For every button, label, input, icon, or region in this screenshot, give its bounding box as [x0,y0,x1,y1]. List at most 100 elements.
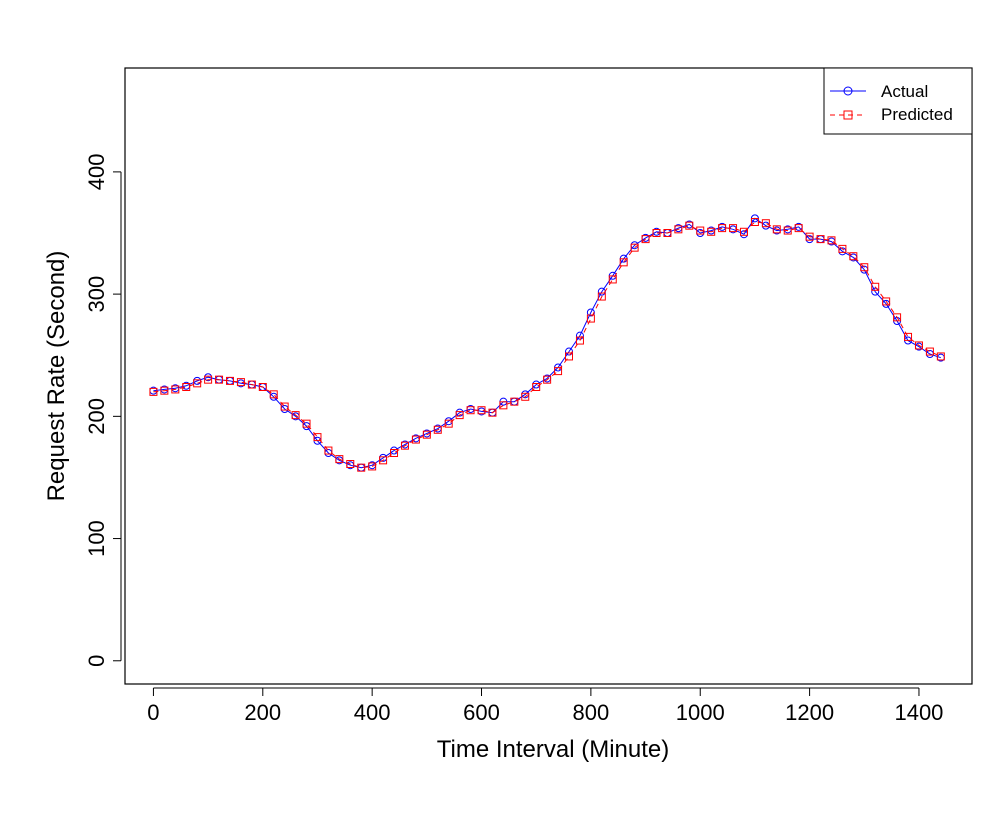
point-predicted [849,252,858,261]
point-predicted [171,385,180,394]
point-predicted [215,375,224,384]
point-predicted [455,411,464,420]
point-predicted [860,263,869,272]
point-predicted [882,297,891,306]
point-predicted [488,408,497,417]
point-predicted [707,227,716,236]
point-predicted [739,227,748,236]
x-tick-label: 0 [147,700,159,725]
point-predicted [565,352,574,361]
x-tick-label: 1000 [676,700,725,725]
legend-predicted-marker [843,110,853,120]
point-predicted [532,383,541,391]
point-predicted [313,433,322,442]
point-predicted [433,425,442,434]
point-predicted [225,376,234,385]
point-predicted [160,386,169,395]
point-predicted [193,379,202,388]
point-predicted [324,446,333,455]
point-predicted [794,224,803,233]
point-predicted [750,218,759,226]
x-tick-label: 600 [463,700,500,725]
point-predicted [936,352,945,361]
legend-box [823,67,973,135]
x-tick-label: 200 [244,700,281,725]
x-tick-label: 800 [573,700,610,725]
point-predicted [466,406,475,415]
point-predicted [904,332,913,341]
point-predicted [827,236,836,245]
point-predicted [236,378,245,387]
point-predicted [444,419,453,428]
series-line-actual [153,217,941,469]
y-axis: 0 100 200 300 400 [84,154,122,667]
x-axis: 0 200 400 600 800 1000 1200 1400 [147,687,943,725]
x-tick-label: 1200 [785,700,834,725]
point-predicted [149,387,158,396]
point-predicted [838,244,847,253]
y-tick-label: 100 [84,520,109,557]
x-tick-label: 1400 [894,700,943,725]
series-line-predicted [153,221,942,469]
point-predicted [357,463,366,472]
point-predicted [379,456,388,465]
legend-actual-marker [843,86,853,96]
series-layer [149,214,945,472]
x-axis-title: Time Interval (Minute) [437,736,670,763]
point-actual [575,331,584,340]
point-predicted [805,232,814,241]
y-tick-label: 200 [84,398,109,435]
point-predicted [597,292,606,301]
point-predicted [204,375,213,384]
y-tick-label: 300 [84,276,109,313]
point-predicted [893,313,902,322]
point-predicted [521,392,530,401]
y-tick-label: 400 [84,154,109,191]
point-predicted [400,441,409,450]
point-actual [871,287,880,296]
point-predicted [575,336,584,345]
point-predicted [477,406,486,415]
legend-predicted-label: Predicted [881,105,953,124]
y-axis-title: Request Rate (Second) [43,251,70,502]
point-predicted [346,460,355,468]
point-predicted [718,224,727,233]
point-predicted [269,390,278,399]
point-predicted [390,449,399,457]
point-predicted [499,401,508,410]
point-predicted [914,341,923,350]
point-predicted [280,402,289,411]
point-predicted [291,411,300,420]
point-predicted [729,224,738,233]
point-predicted [247,380,256,389]
point-predicted [619,258,628,267]
point-predicted [630,243,639,252]
point-predicted [816,235,825,244]
point-predicted [674,225,683,234]
point-predicted [761,219,770,228]
point-predicted [302,419,311,428]
point-predicted [772,225,781,234]
point-predicted [182,383,191,391]
point-predicted [871,282,880,291]
point-predicted [663,229,672,237]
point-predicted [652,229,661,237]
x-tick-label: 400 [354,700,391,725]
plot-frame [124,67,973,685]
point-predicted [411,435,420,444]
point-predicted [641,235,650,244]
point-predicted [925,347,934,356]
point-predicted [258,383,267,391]
point-predicted [586,314,595,323]
legend-actual-label: Actual [881,82,928,101]
y-tick-label: 0 [84,655,109,667]
point-predicted [685,221,694,230]
point-predicted [510,397,519,406]
point-predicted [783,226,792,235]
legend: Actual Predicted [823,67,973,135]
point-predicted [554,367,563,376]
point-predicted [543,375,552,384]
point-predicted [368,462,377,471]
point-predicted [608,275,617,284]
